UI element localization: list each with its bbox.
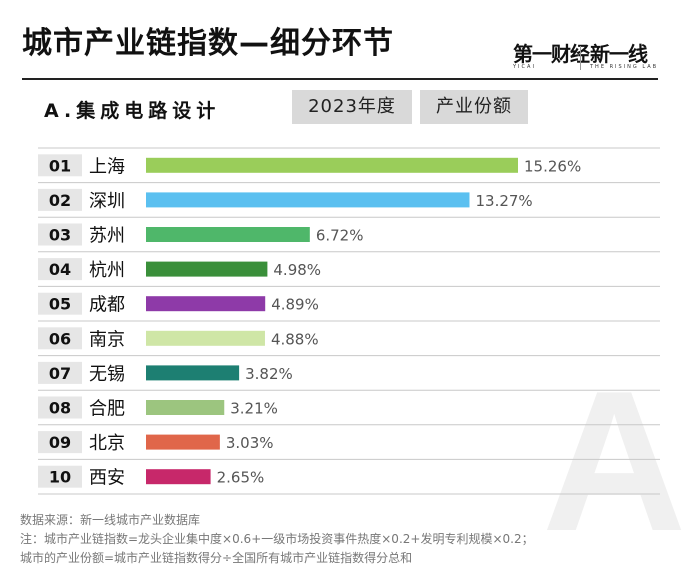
category-label: 无锡 [89,364,125,385]
rank-box [38,292,82,315]
rising-lab-logo-sub: THE RISING LAB [590,64,659,70]
metric-tag: 产业份额 [420,90,528,124]
logo-divider [580,46,581,70]
rank-box [38,258,82,281]
rank-label: 03 [49,226,71,245]
yicai-logo: 第一财经 YICAI [513,42,590,71]
bar [146,192,470,208]
rank-label: 01 [49,156,71,175]
data-label: 4.98% [273,261,321,279]
rank-box [38,223,82,246]
rank-label: 07 [49,364,71,383]
rank-label: 09 [49,433,71,452]
category-label: 杭州 [89,260,125,281]
bar [146,157,518,173]
rank-box [38,431,82,454]
rank-label: 08 [49,399,71,418]
source-note: 数据来源：新一线城市产业数据库 [20,513,201,527]
data-label: 3.03% [226,434,274,452]
bar [146,330,265,346]
yicai-logo-sub: YICAI [513,64,536,70]
rank-box [38,154,82,177]
watermark-letter: A [542,350,684,573]
rank-label: 06 [49,329,71,348]
rising-lab-logo: 新一线 THE RISING LAB [590,44,658,71]
data-label: 2.65% [217,469,265,487]
bar [146,261,268,277]
rank-label: 02 [49,191,71,210]
rank-box [38,465,82,488]
section-heading: A.集成电路设计 [44,100,221,122]
rank-label: 04 [49,260,71,279]
data-label: 6.72% [316,227,364,245]
yicai-logo-text: 第一财经 [513,42,590,66]
bar [146,296,266,312]
rank-box [38,396,82,419]
data-label: 15.26% [524,157,581,175]
rising-lab-logo-text: 新一线 [590,42,648,66]
data-label: 3.82% [245,365,293,383]
data-label: 13.27% [475,192,532,210]
share-definition-note: 城市的产业份额=城市产业链指数得分÷全国所有城市产业链指数得分总和 [20,551,413,565]
category-label: 上海 [89,156,125,177]
title-rule [22,78,658,80]
data-label: 4.88% [271,330,319,348]
bar [146,365,240,381]
rank-box [38,188,82,211]
rank-box [38,361,82,384]
category-label: 合肥 [89,399,125,420]
bar [146,469,211,485]
formula-note: 注：城市产业链指数=龙头企业集中度×0.6+一级市场投资事件热度×0.2+发明专… [20,532,534,546]
category-label: 苏州 [89,226,125,247]
year-tag: 2023年度 [292,90,412,124]
rank-label: 10 [49,468,71,487]
category-label: 深圳 [89,191,125,212]
rank-label: 05 [49,295,71,314]
bar [146,434,220,450]
rank-box [38,327,82,350]
category-label: 成都 [89,295,125,316]
bar [146,400,225,415]
category-label: 南京 [89,329,125,350]
bar [146,227,310,242]
data-label: 4.89% [271,296,319,314]
chart-title: 城市产业链指数—细分环节 [22,26,394,61]
category-label: 西安 [89,468,125,489]
data-label: 3.21% [230,400,278,418]
category-label: 北京 [89,433,125,454]
